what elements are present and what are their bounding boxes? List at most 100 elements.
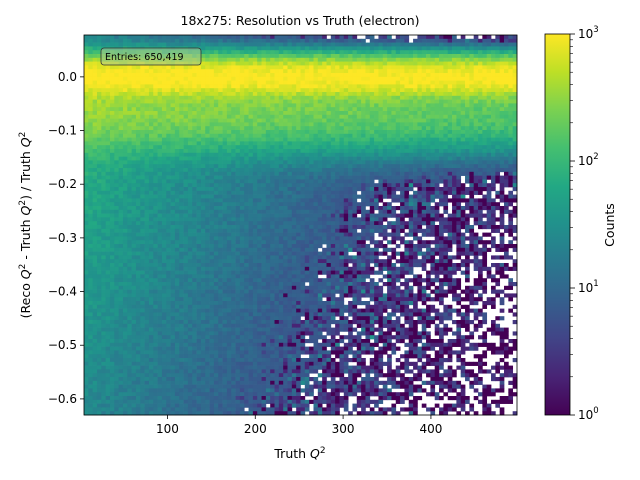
heatmap-cell: [114, 259, 119, 264]
heatmap-cell: [196, 403, 202, 408]
heatmap-cell: [222, 42, 228, 47]
heatmap-cell: [257, 255, 262, 260]
heatmap-cell: [174, 76, 180, 81]
heatmap-cell: [283, 259, 288, 264]
heatmap-cell: [239, 111, 245, 116]
heatmap-cell: [109, 361, 115, 366]
heatmap-cell: [192, 323, 197, 328]
heatmap-cell: [88, 320, 94, 325]
heatmap-cell: [226, 266, 232, 271]
heatmap-cell: [235, 270, 241, 275]
heatmap-cell: [257, 46, 262, 51]
heatmap-cell: [140, 384, 145, 389]
heatmap-cell: [109, 270, 115, 275]
heatmap-cell: [235, 202, 241, 207]
heatmap-cell: [257, 289, 262, 294]
heatmap-cell: [270, 225, 275, 230]
heatmap-cell: [235, 236, 241, 241]
heatmap-cell: [92, 160, 98, 165]
heatmap-cell: [287, 187, 293, 192]
heatmap-cell: [157, 255, 163, 260]
heatmap-cell: [170, 130, 176, 135]
heatmap-cell: [88, 183, 94, 188]
heatmap-cell: [226, 213, 232, 218]
heatmap-cell: [157, 236, 163, 241]
heatmap-cell: [187, 399, 193, 404]
heatmap-cell: [183, 69, 189, 74]
heatmap-cell: [274, 111, 280, 116]
heatmap-cell: [196, 377, 202, 382]
heatmap-cell: [239, 187, 245, 192]
heatmap-cell: [174, 297, 180, 302]
heatmap-cell: [179, 316, 184, 321]
heatmap-cell: [179, 168, 184, 173]
heatmap-cell: [222, 118, 228, 123]
heatmap-cell: [135, 179, 141, 184]
heatmap-cell: [105, 346, 111, 351]
heatmap-cell: [105, 111, 111, 116]
heatmap-cell: [252, 57, 258, 62]
heatmap-cell: [296, 198, 301, 203]
heatmap-cell: [131, 175, 137, 180]
heatmap-cell: [161, 126, 167, 131]
heatmap-cell: [179, 187, 184, 192]
heatmap-cell: [244, 103, 249, 108]
heatmap-cell: [131, 38, 137, 43]
heatmap-cell: [209, 183, 215, 188]
heatmap-cell: [205, 149, 210, 154]
heatmap-cell: [179, 384, 184, 389]
heatmap-cell: [257, 399, 262, 404]
heatmap-cell: [235, 278, 241, 283]
heatmap-cell: [278, 331, 284, 336]
heatmap-cell: [183, 80, 189, 85]
heatmap-cell: [209, 50, 215, 55]
heatmap-cell: [235, 289, 241, 294]
heatmap-cell: [248, 236, 254, 241]
heatmap-cell: [144, 156, 150, 161]
heatmap-cell: [252, 301, 258, 306]
heatmap-cell: [235, 114, 241, 119]
heatmap-cell: [122, 183, 128, 188]
heatmap-cell: [270, 35, 275, 40]
heatmap-cell: [179, 73, 184, 78]
heatmap-cell: [287, 327, 293, 332]
heatmap-cell: [140, 130, 145, 135]
heatmap-cell: [283, 354, 288, 359]
heatmap-cell: [226, 304, 232, 309]
heatmap-cell: [170, 369, 176, 374]
heatmap-cell: [127, 377, 132, 382]
heatmap-cell: [170, 209, 176, 214]
heatmap-cell: [174, 126, 180, 131]
heatmap-cell: [244, 369, 249, 374]
heatmap-cell: [226, 84, 232, 89]
heatmap-cell: [278, 209, 284, 214]
heatmap-cell: [144, 88, 150, 93]
heatmap-cell: [248, 69, 254, 74]
heatmap-cell: [192, 202, 197, 207]
heatmap-cell: [235, 331, 241, 336]
heatmap-cell: [248, 297, 254, 302]
heatmap-cell: [153, 350, 158, 355]
heatmap-cell: [296, 320, 301, 325]
heatmap-cell: [153, 335, 158, 340]
heatmap-cell: [179, 145, 184, 150]
heatmap-cell: [135, 225, 141, 230]
heatmap-cell: [265, 266, 271, 271]
heatmap-cell: [209, 114, 215, 119]
heatmap-cell: [122, 209, 128, 214]
heatmap-cell: [92, 228, 98, 233]
heatmap-cell: [84, 304, 89, 309]
heatmap-cell: [252, 293, 258, 298]
heatmap-cell: [278, 221, 284, 226]
heatmap-cell: [265, 308, 271, 313]
heatmap-cell: [157, 403, 163, 408]
heatmap-cell: [218, 285, 223, 290]
heatmap-cell: [278, 350, 284, 355]
heatmap-cell: [118, 304, 124, 309]
heatmap-cell: [287, 137, 293, 142]
heatmap-cell: [257, 301, 262, 306]
heatmap-cell: [170, 361, 176, 366]
heatmap-cell: [92, 373, 98, 378]
heatmap-cell: [170, 225, 176, 230]
heatmap-cell: [92, 183, 98, 188]
